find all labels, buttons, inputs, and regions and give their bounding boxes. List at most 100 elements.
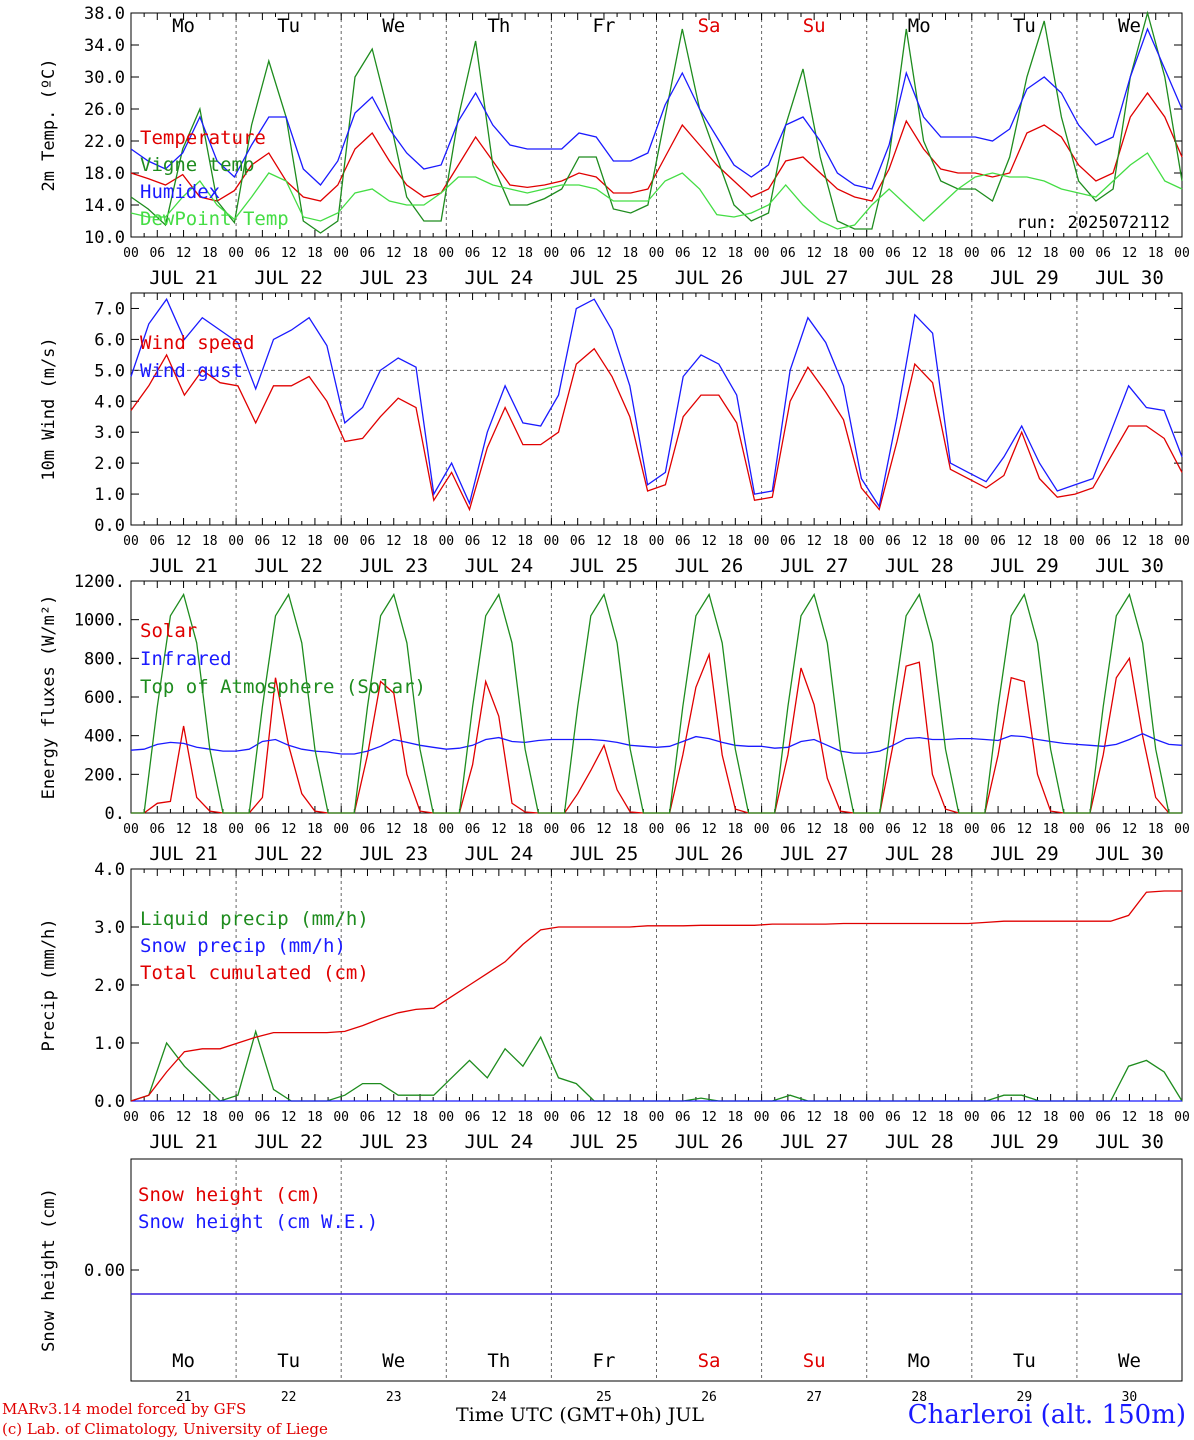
hour-tick-label: 00 [964,822,980,837]
hour-tick-label: 00 [1174,1110,1190,1125]
hour-tick-label: 12 [1122,534,1138,549]
hour-tick-label: 18 [1148,246,1164,261]
day-name: Mo [908,1350,931,1372]
hour-tick-label: 12 [806,822,822,837]
y-tick-label: 800. [84,649,125,669]
y-tick-label: 6.0 [94,330,125,350]
hour-tick-label: 18 [833,246,849,261]
day-number: 27 [806,1390,822,1405]
hour-tick-label: 06 [780,1110,796,1125]
legend-entry: Top of Atmosphere (Solar) [140,676,426,698]
day-name: We [382,15,405,37]
date-label: JUL 26 [675,555,744,577]
hour-tick-label: 06 [570,246,586,261]
hour-tick-label: 12 [491,534,507,549]
hour-tick-label: 12 [806,1110,822,1125]
legend-entry: Liquid precip (mm/h) [140,908,369,930]
hour-tick-label: 12 [596,534,612,549]
run-annotation: run: 2025072112 [1016,213,1170,233]
y-tick-label: 4.0 [94,392,125,412]
y-tick-label: 14.0 [84,196,125,216]
hour-tick-label: 18 [1148,534,1164,549]
hour-tick-label: 06 [360,246,376,261]
hour-tick-label: 12 [281,246,297,261]
day-name: We [1118,1350,1141,1372]
date-label: JUL 25 [570,1131,639,1153]
date-label: JUL 27 [780,1131,849,1153]
hour-tick-label: 00 [438,534,454,549]
hour-tick-label: 12 [806,246,822,261]
hour-tick-label: 00 [333,822,349,837]
day-number: 26 [701,1390,717,1405]
hour-tick-label: 00 [964,1110,980,1125]
day-number: 30 [1122,1390,1138,1405]
y-tick-label: 0. [105,804,125,824]
day-name: Su [803,15,826,37]
hour-tick-label: 00 [1174,246,1190,261]
y-tick-label: 400. [84,727,125,747]
hour-tick-label: 12 [386,534,402,549]
date-label: JUL 22 [254,555,323,577]
hour-tick-label: 12 [176,534,192,549]
series-line-infrared [130,732,1183,755]
hour-tick-label: 18 [938,534,954,549]
date-label: JUL 21 [149,555,218,577]
hour-tick-label: 18 [622,822,638,837]
y-tick-label: 3.0 [94,423,125,443]
hour-tick-label: 06 [885,534,901,549]
hour-tick-label: 06 [360,822,376,837]
date-label: JUL 29 [990,843,1059,865]
day-name: Sa [698,15,721,37]
series-line-wind-speed [130,347,1183,512]
day-number: 24 [491,1390,507,1405]
day-name: Tu [277,15,300,37]
hour-tick-label: 06 [570,1110,586,1125]
hour-tick-label: 06 [885,246,901,261]
hour-tick-label: 12 [491,1110,507,1125]
hour-tick-label: 00 [333,534,349,549]
y-tick-label: 0.0 [94,1092,125,1112]
hour-tick-label: 12 [1017,1110,1033,1125]
station-label: Charleroi (alt. 150m) [907,1400,1186,1430]
hour-tick-label: 12 [1017,534,1033,549]
hour-tick-label: 06 [885,1110,901,1125]
date-label: JUL 26 [675,1131,744,1153]
legend-entry: Temperature [140,127,266,149]
hour-tick-label: 18 [202,1110,218,1125]
date-label: JUL 23 [359,555,428,577]
y-tick-label: 1200. [74,572,125,592]
hour-tick-label: 00 [754,246,770,261]
hour-tick-label: 06 [360,534,376,549]
series-line-temperature [130,91,1183,202]
hour-tick-label: 06 [1095,246,1111,261]
date-label: JUL 29 [990,1131,1059,1153]
date-label: JUL 22 [254,1131,323,1153]
hour-tick-label: 18 [1148,822,1164,837]
series-line-liquid-precip-mm-h- [130,1029,1183,1102]
hour-tick-label: 06 [465,246,481,261]
day-number: 25 [596,1390,612,1405]
credit-line-1: MARv3.14 model forced by GFS [2,1400,247,1418]
hour-tick-label: 06 [990,1110,1006,1125]
day-name: Th [487,15,510,37]
hour-tick-label: 00 [1069,822,1085,837]
hour-tick-label: 12 [1122,1110,1138,1125]
hour-tick-label: 00 [1174,534,1190,549]
date-label: JUL 28 [885,1131,954,1153]
hour-tick-label: 12 [386,1110,402,1125]
day-number: 23 [386,1390,402,1405]
legend-entry: Wind gust [140,360,243,382]
hour-tick-label: 06 [990,534,1006,549]
hour-tick-label: 00 [228,534,244,549]
series-line-total-cumulated-cm- [130,890,1182,1102]
y-tick-label: 600. [84,688,125,708]
hour-tick-label: 18 [622,1110,638,1125]
date-label: JUL 23 [359,1131,428,1153]
hour-tick-label: 06 [255,822,271,837]
y-tick-label: 34.0 [84,36,125,56]
hour-tick-label: 12 [176,822,192,837]
hour-tick-label: 18 [1043,246,1059,261]
hour-tick-label: 06 [570,534,586,549]
date-label: JUL 24 [465,1131,534,1153]
hour-tick-label: 06 [675,1110,691,1125]
